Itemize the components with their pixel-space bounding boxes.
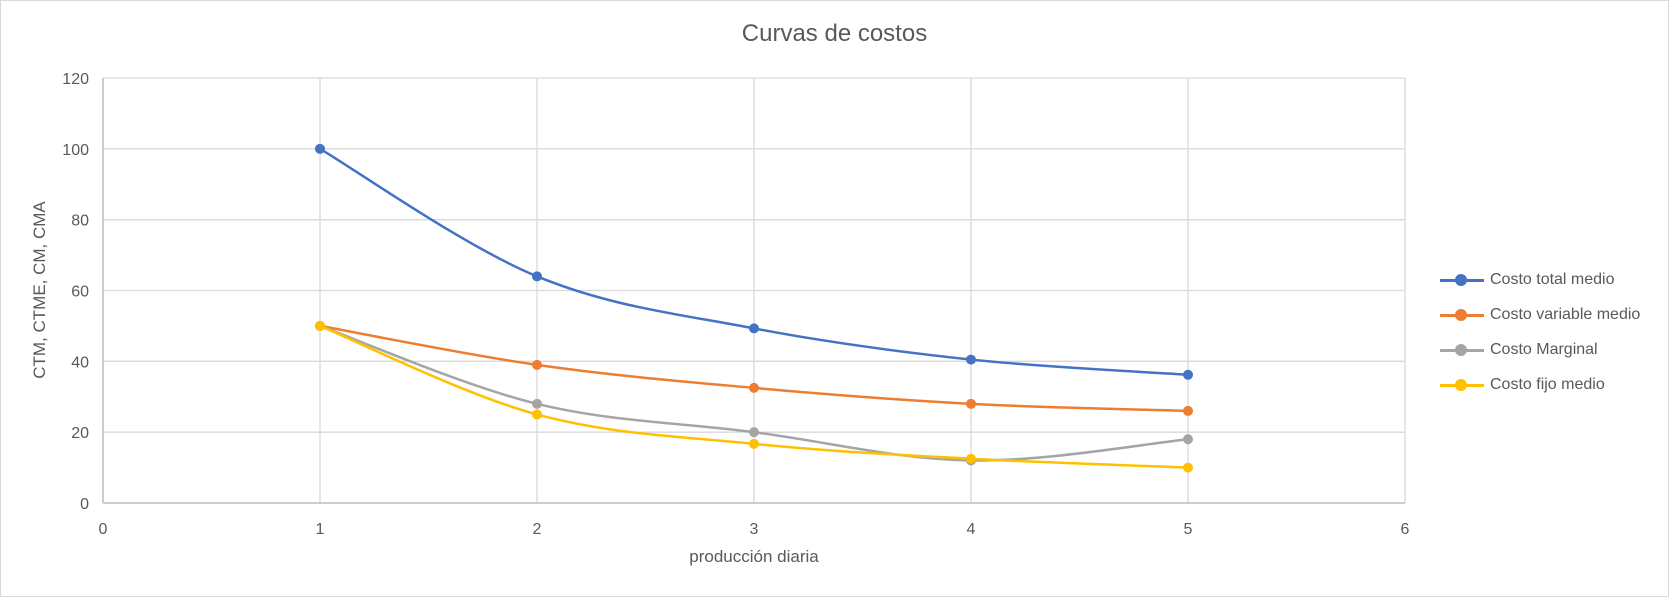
- legend-item-costo-variable-medio: Costo variable medio: [1440, 297, 1640, 332]
- legend-item-costo-total-medio: Costo total medio: [1440, 262, 1640, 297]
- x-tick-label: 3: [750, 521, 759, 538]
- x-tick-label: 5: [1184, 521, 1193, 538]
- y-tick-label: 60: [71, 284, 89, 301]
- x-tick-label: 2: [533, 521, 542, 538]
- data-point-costo-total-medio: [1183, 369, 1193, 380]
- y-tick-label: 120: [62, 71, 89, 88]
- y-tick-label: 0: [80, 496, 89, 513]
- legend-label: Costo fijo medio: [1490, 375, 1605, 393]
- data-point-costo-total-medio: [315, 143, 325, 154]
- data-point-costo-fijo-medio: [1183, 462, 1193, 473]
- data-point-costo-total-medio: [532, 271, 542, 282]
- legend-marker-icon: [1440, 378, 1484, 392]
- legend-marker-icon: [1440, 308, 1484, 322]
- data-point-costo-marginal: [532, 398, 542, 409]
- legend-label: Costo Marginal: [1490, 340, 1598, 358]
- legend-label: Costo total medio: [1490, 270, 1615, 288]
- data-point-costo-variable-medio: [966, 398, 976, 409]
- data-point-costo-fijo-medio: [315, 320, 325, 331]
- chart-title: Curvas de costos: [741, 20, 928, 47]
- y-tick-label: 100: [62, 142, 89, 159]
- x-tick-label: 4: [967, 521, 976, 538]
- y-tick-label: 20: [71, 425, 89, 442]
- data-point-costo-fijo-medio: [966, 453, 976, 464]
- legend-label: Costo variable medio: [1490, 305, 1641, 323]
- legend-item-costo-marginal: Costo Marginal: [1440, 332, 1640, 367]
- y-tick-label: 80: [71, 213, 89, 230]
- y-tick-label: 40: [71, 354, 89, 371]
- data-point-costo-fijo-medio: [749, 438, 759, 449]
- legend-marker-icon: [1440, 273, 1484, 287]
- legend-item-costo-fijo-medio: Costo fijo medio: [1440, 367, 1640, 402]
- data-point-costo-variable-medio: [749, 382, 759, 393]
- x-tick-label: 0: [99, 521, 108, 538]
- data-point-costo-marginal: [1183, 434, 1193, 445]
- data-point-costo-total-medio: [749, 323, 759, 334]
- x-tick-label: 6: [1401, 521, 1410, 538]
- data-point-costo-variable-medio: [532, 359, 542, 370]
- data-point-costo-marginal: [749, 427, 759, 438]
- data-point-costo-variable-medio: [1183, 405, 1193, 416]
- legend: Costo total medio Costo variable medio Cos…: [1440, 262, 1640, 402]
- legend-marker-icon: [1440, 343, 1484, 357]
- x-tick-label: 1: [316, 521, 325, 538]
- data-point-costo-fijo-medio: [532, 409, 542, 420]
- x-axis-label: producción diaria: [689, 547, 819, 566]
- data-point-costo-total-medio: [966, 354, 976, 365]
